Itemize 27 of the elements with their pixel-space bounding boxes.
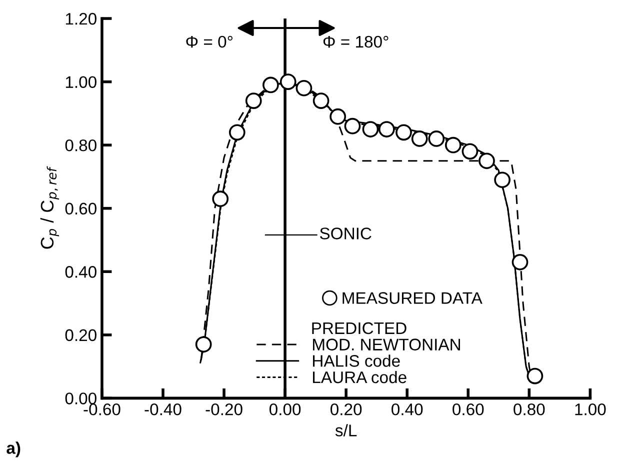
legend-label: MOD. NEWTONIAN <box>313 338 460 350</box>
legend-label: MEASURED DATA <box>342 292 482 304</box>
y-tick-label: 1.20 <box>66 12 96 25</box>
y-tick-label: 0.60 <box>65 202 96 215</box>
legend-label: LAURA code <box>313 370 406 384</box>
x-tick-label: 0.00 <box>269 403 301 416</box>
legend-title: PREDICTED <box>312 322 406 334</box>
y-tick-label: 0.80 <box>65 139 96 152</box>
annotation: Φ = 180° <box>323 36 388 48</box>
annotation: SONIC <box>320 228 372 240</box>
x-tick-label: -0.40 <box>144 403 182 416</box>
x-tick-label: 0.40 <box>392 403 423 416</box>
text: a) <box>6 442 20 458</box>
y-tick-label: 0.20 <box>65 329 96 342</box>
legend-label: HALIS code <box>313 354 400 367</box>
x-tick-label: 0.60 <box>452 403 484 416</box>
y-axis-title: C$_{p}$ / C$_{p,ref}$ <box>40 166 60 249</box>
y-tick-label: 0.00 <box>65 392 96 404</box>
annotation: Φ = 0° <box>186 36 232 48</box>
x-tick-label: -0.60 <box>84 403 120 416</box>
y-tick-label: 0.40 <box>65 266 96 278</box>
x-tick-label: -0.20 <box>206 403 242 416</box>
x-tick-label: 1.00 <box>575 403 606 416</box>
y-tick-label: 1.00 <box>66 76 96 88</box>
x-axis-title: s/L <box>335 424 357 436</box>
x-tick-label: 0.80 <box>514 403 545 416</box>
x-tick-label: 0.20 <box>330 403 362 416</box>
